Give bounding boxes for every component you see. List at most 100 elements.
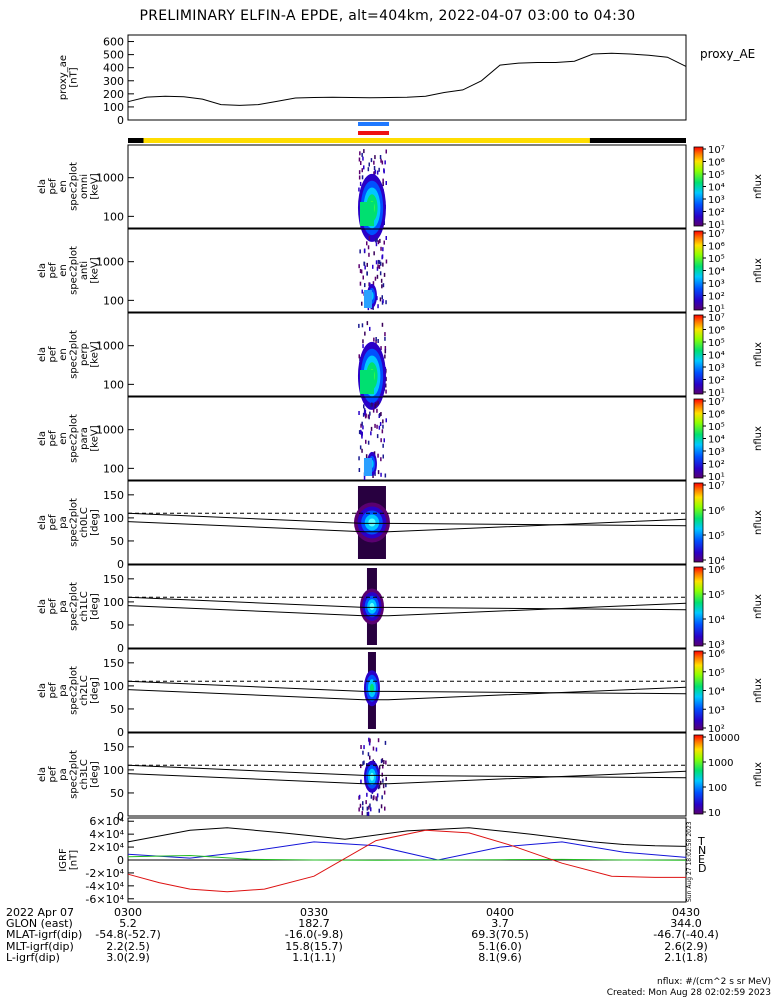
- flux-speckle: [359, 269, 362, 273]
- flux-speckle: [376, 266, 379, 271]
- ylabel-word: ela: [37, 263, 48, 278]
- colorbar-tick-label: 10³: [708, 363, 725, 374]
- flux-speckle: [360, 429, 362, 434]
- xaxis-row-label: L-igrf(dip): [6, 950, 60, 964]
- flux-blob: [368, 518, 376, 527]
- ytick-label: 100: [103, 462, 124, 475]
- flux-speckle: [372, 474, 374, 478]
- xaxis-value: 2.1(1.8): [664, 950, 708, 964]
- colorbar-2: [693, 230, 704, 311]
- flux-speckle: [382, 178, 384, 183]
- colorbar-unit: nflux: [753, 174, 764, 199]
- flux-speckle: [381, 254, 384, 259]
- flux-speckle: [383, 760, 385, 764]
- xaxis-value: -54.8(-52.7): [95, 928, 161, 942]
- flux-blob: [359, 370, 374, 394]
- panel-5-ylabel: ela pef pa spec2plot ch0LC [deg]: [37, 498, 101, 547]
- xaxis-value: 69.3(70.5): [471, 928, 529, 942]
- flux-speckle: [373, 166, 376, 170]
- flux-speckle: [385, 149, 387, 154]
- flux-speckle: [366, 321, 369, 326]
- ytick-label: 0: [117, 726, 124, 739]
- colorbar-tick-label: 10⁵: [708, 668, 725, 679]
- flux-speckle: [382, 443, 384, 448]
- ylabel-word: ela: [37, 683, 48, 698]
- flux-speckle: [368, 737, 370, 742]
- panel-8-ylabel: ela pef pa spec2plot ch3LC [deg]: [37, 750, 101, 799]
- flux-speckle: [381, 284, 383, 289]
- flux-speckle: [361, 421, 363, 426]
- xaxis-value: 2.2(2.5): [106, 939, 150, 953]
- flux-speckle: [367, 306, 370, 311]
- flux-speckle: [382, 299, 384, 304]
- ytick-label: 6×10⁴: [89, 815, 124, 828]
- flux-speckle: [380, 158, 382, 163]
- flux-speckle: [367, 167, 370, 172]
- ylabel-word: en: [58, 432, 69, 445]
- flux-speckle: [369, 803, 371, 808]
- xaxis-value: 344.0: [670, 917, 702, 931]
- colorbar-tick-label: 10⁶: [708, 242, 725, 253]
- flux-speckle: [365, 454, 368, 459]
- colorbar-unit: nflux: [753, 510, 764, 535]
- flux-speckle: [382, 247, 384, 252]
- ylabel-word: spec2plot: [68, 498, 79, 547]
- flux-speckle: [368, 162, 370, 167]
- flux-speckle: [381, 322, 384, 327]
- panel-6-frame: [127, 564, 687, 649]
- flux-speckle: [372, 264, 374, 269]
- flux-speckle: [384, 740, 387, 745]
- ylabel-word: pef: [47, 346, 58, 363]
- colorbar-tick-label: 10⁷: [708, 481, 725, 492]
- igrf-legend-E: E: [698, 853, 705, 866]
- flux-speckle: [362, 156, 364, 161]
- ytick-label: 100: [103, 210, 124, 223]
- flux-speckle: [370, 158, 373, 163]
- ytick-label: 100: [103, 294, 124, 307]
- flux-speckle: [377, 240, 380, 245]
- flux-speckle: [359, 181, 362, 186]
- ytick-label: 0: [117, 558, 124, 571]
- flux-speckle: [380, 472, 382, 477]
- xaxis-time-label: 0300: [114, 906, 142, 919]
- flux-speckle: [380, 780, 382, 785]
- igrf-legend-D: D: [698, 862, 706, 875]
- ylabel-word: pef: [47, 514, 58, 531]
- flux-speckle: [364, 331, 366, 336]
- flux-speckle: [367, 440, 370, 445]
- flux-speckle: [379, 271, 382, 276]
- flux-speckle: [379, 155, 382, 159]
- colorbar-unit: nflux: [753, 678, 764, 703]
- flux-speckle: [380, 457, 382, 462]
- science-zone-red: [358, 131, 390, 135]
- colorbar-tick-label: 10²: [708, 208, 725, 219]
- flux-speckle: [374, 404, 376, 408]
- flux-speckle: [383, 272, 386, 277]
- flux-speckle: [380, 759, 383, 764]
- flux-speckle: [376, 797, 378, 802]
- flux-blob: [363, 458, 372, 476]
- flux-speckle: [382, 784, 385, 789]
- colorbar-unit: nflux: [753, 426, 764, 451]
- flux-speckle: [373, 171, 375, 176]
- colorbar-tick-label: 10⁴: [708, 615, 725, 626]
- flux-speckle: [378, 264, 381, 269]
- flux-speckle: [366, 811, 369, 816]
- ylabel-word: ch1LC: [79, 591, 90, 622]
- flux-speckle: [360, 161, 362, 165]
- ytick-label: 150: [103, 741, 124, 754]
- flux-speckle: [385, 418, 387, 423]
- ylabel-word: ch0LC: [79, 507, 90, 538]
- ytick-label: 1000: [96, 424, 124, 437]
- igrf-series-T: [127, 827, 687, 847]
- ytick-label: 100: [103, 596, 124, 609]
- flux-speckle: [362, 806, 364, 811]
- colorbar-unit: nflux: [753, 258, 764, 283]
- colorbar-tick-label: 10⁶: [708, 649, 725, 660]
- ylabel-word: pa: [58, 768, 69, 780]
- flux-speckle: [374, 169, 377, 174]
- flux-speckle: [363, 476, 366, 480]
- ylabel-word: spec2plot: [68, 414, 79, 463]
- flux-speckle: [364, 265, 366, 270]
